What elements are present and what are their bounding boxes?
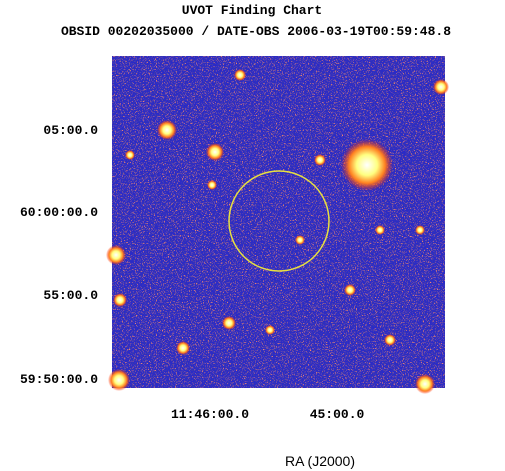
star xyxy=(157,120,177,140)
star xyxy=(222,316,236,330)
star xyxy=(314,154,326,166)
x-axis-title: RA (J2000) xyxy=(285,453,355,469)
y-label: 55:00.0 xyxy=(43,288,98,303)
star xyxy=(265,325,275,335)
star xyxy=(344,284,356,296)
x-axis-labels: 11:46:00.0 45:00.0 xyxy=(171,407,365,422)
star xyxy=(415,374,435,394)
star xyxy=(234,69,246,81)
title: UVOT Finding Chart xyxy=(182,3,322,18)
star xyxy=(106,245,126,265)
star xyxy=(295,235,305,245)
star xyxy=(433,79,449,95)
x-label: 45:00.0 xyxy=(310,407,365,422)
y-label: 05:00.0 xyxy=(43,123,98,138)
star xyxy=(375,225,385,235)
image-noise xyxy=(112,56,445,388)
y-axis-labels: 05:00.0 60:00:00.0 55:00.0 59:50:00.0 xyxy=(20,123,98,387)
star xyxy=(113,293,127,307)
star xyxy=(176,341,190,355)
star xyxy=(207,180,217,190)
y-label: 60:00:00.0 xyxy=(20,205,98,220)
sky-image xyxy=(106,56,449,394)
star xyxy=(206,143,224,161)
star xyxy=(341,139,393,191)
star xyxy=(125,150,135,160)
star xyxy=(108,369,130,391)
y-label: 59:50:00.0 xyxy=(20,372,98,387)
stars xyxy=(106,69,449,394)
star xyxy=(384,334,396,346)
source-circle xyxy=(228,170,330,272)
x-label: 11:46:00.0 xyxy=(171,407,249,422)
star xyxy=(415,225,425,235)
subtitle: OBSID 00202035000 / DATE-OBS 2006-03-19T… xyxy=(61,24,451,39)
